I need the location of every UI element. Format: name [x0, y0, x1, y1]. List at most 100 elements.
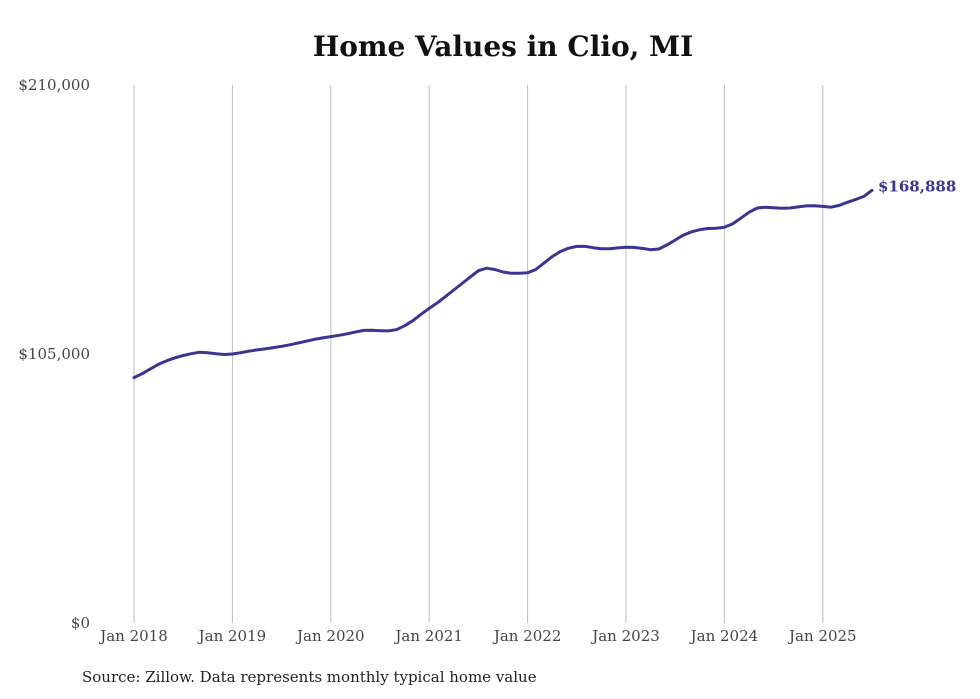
- data-point: [747, 211, 751, 214]
- data-point: [690, 230, 693, 233]
- data-point: [583, 245, 587, 248]
- data-point: [411, 319, 414, 322]
- x-tick-label: Jan 2024: [689, 627, 759, 645]
- x-tick-label: Jan 2023: [590, 627, 660, 645]
- data-point: [255, 348, 259, 352]
- data-point: [182, 354, 185, 357]
- data-point: [272, 346, 275, 349]
- data-point: [682, 233, 685, 237]
- data-point: [534, 268, 537, 271]
- y-tick-label: $105,000: [18, 345, 90, 363]
- data-point: [460, 282, 464, 285]
- data-point: [706, 227, 710, 230]
- data-point: [723, 226, 726, 229]
- data-point: [633, 246, 636, 249]
- data-point: [354, 330, 357, 334]
- data-point: [731, 222, 734, 226]
- data-point: [551, 255, 554, 258]
- data-point: [206, 351, 209, 354]
- data-point: [657, 247, 660, 251]
- data-point: [141, 372, 144, 375]
- data-point: [214, 352, 218, 355]
- data-point: [313, 338, 316, 341]
- data-point: [846, 201, 849, 204]
- data-point: [264, 347, 267, 351]
- x-tick-label: Jan 2021: [393, 627, 463, 645]
- data-point: [132, 376, 136, 379]
- data-point: [870, 189, 874, 192]
- data-point: [821, 205, 824, 208]
- data-point: [575, 245, 578, 248]
- series-line: [132, 188, 874, 380]
- data-point: [674, 238, 677, 242]
- x-tick-label: Jan 2022: [492, 627, 562, 645]
- data-point: [387, 329, 390, 333]
- series-layer: $168,888: [132, 177, 956, 380]
- data-point: [280, 345, 283, 348]
- data-point: [854, 198, 857, 201]
- x-tick-label: Jan 2020: [295, 627, 365, 645]
- data-point: [510, 272, 513, 275]
- data-point: [764, 206, 767, 209]
- data-point: [469, 275, 472, 279]
- data-point: [518, 272, 521, 275]
- data-point: [149, 367, 152, 371]
- end-value-label: $168,888: [878, 177, 956, 195]
- data-point: [559, 250, 562, 253]
- data-point: [485, 267, 488, 270]
- data-point: [247, 350, 250, 353]
- x-tick-label: Jan 2019: [197, 627, 267, 645]
- data-point: [288, 343, 291, 346]
- data-point: [838, 204, 841, 207]
- data-point: [362, 329, 365, 332]
- data-point: [813, 204, 816, 207]
- data-point: [797, 205, 800, 209]
- data-point: [157, 363, 160, 366]
- x-tick-label: Jan 2025: [787, 627, 857, 645]
- data-point: [542, 261, 546, 265]
- data-point: [296, 341, 300, 345]
- data-point: [649, 248, 652, 251]
- data-point: [829, 206, 833, 209]
- data-point: [305, 340, 308, 343]
- data-point: [428, 307, 431, 310]
- data-point: [239, 351, 242, 354]
- data-point: [337, 334, 341, 337]
- y-tick-label: $0: [71, 614, 90, 632]
- data-point: [526, 271, 529, 274]
- data-point: [567, 247, 570, 250]
- data-point: [698, 228, 701, 231]
- source-note: Source: Zillow. Data represents monthly …: [82, 668, 537, 686]
- data-point: [346, 332, 349, 335]
- data-point: [739, 217, 742, 220]
- data-point: [772, 206, 775, 209]
- data-point: [165, 359, 168, 362]
- data-point: [665, 243, 669, 247]
- data-point: [173, 356, 177, 359]
- data-point: [616, 246, 619, 250]
- data-point: [223, 353, 226, 356]
- data-point: [403, 324, 406, 327]
- data-point: [231, 352, 234, 356]
- data-point: [756, 206, 759, 210]
- data-point: [321, 336, 324, 340]
- data-point: [805, 204, 808, 208]
- data-point: [780, 207, 783, 210]
- data-point: [452, 288, 455, 292]
- data-point: [641, 247, 644, 250]
- data-point: [600, 247, 603, 250]
- data-point: [378, 329, 382, 332]
- x-tick-label: Jan 2018: [98, 627, 168, 645]
- chart-title: Home Values in Clio, MI: [312, 30, 694, 63]
- y-axis: $0 $105,000 $210,000: [18, 76, 90, 632]
- data-point: [715, 227, 718, 230]
- data-point: [419, 313, 423, 316]
- data-point: [501, 270, 505, 274]
- data-point: [862, 195, 865, 198]
- data-point: [788, 206, 792, 210]
- y-tick-label: $210,000: [18, 76, 90, 94]
- data-point: [608, 247, 611, 250]
- data-point: [190, 352, 193, 355]
- data-point: [329, 335, 332, 338]
